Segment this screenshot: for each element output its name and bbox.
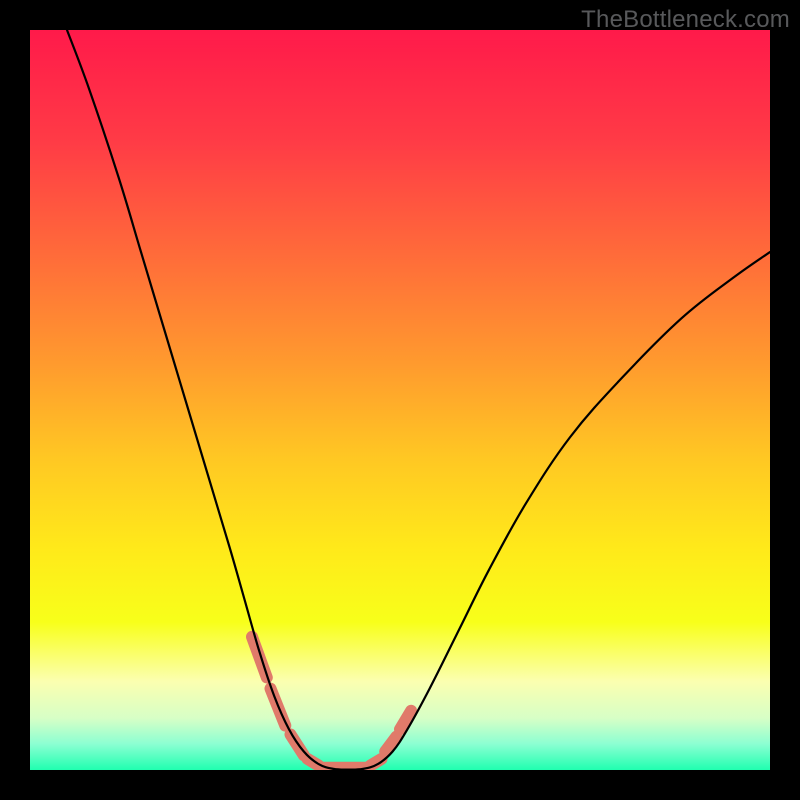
watermark-text: TheBottleneck.com	[581, 6, 790, 34]
plot-area	[30, 30, 770, 770]
bottleneck-curve	[67, 30, 770, 770]
chart-curves	[30, 30, 770, 770]
